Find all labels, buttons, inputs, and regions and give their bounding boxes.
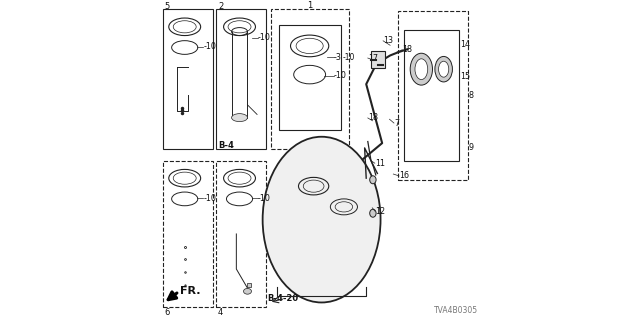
Bar xyxy=(216,9,266,149)
Text: 2: 2 xyxy=(218,2,223,11)
Text: 11: 11 xyxy=(375,159,385,168)
Ellipse shape xyxy=(370,176,376,184)
Ellipse shape xyxy=(435,56,452,82)
Ellipse shape xyxy=(410,53,433,85)
Ellipse shape xyxy=(232,114,248,122)
Text: -10: -10 xyxy=(203,42,216,52)
Text: 15: 15 xyxy=(461,72,470,81)
Ellipse shape xyxy=(370,209,376,217)
Text: -3: -3 xyxy=(333,52,341,61)
Text: -10: -10 xyxy=(342,52,355,61)
Text: 14: 14 xyxy=(461,40,470,49)
Ellipse shape xyxy=(438,61,449,77)
Bar xyxy=(398,11,468,180)
Bar xyxy=(163,161,212,307)
Bar xyxy=(371,51,385,68)
Text: TVA4B0305: TVA4B0305 xyxy=(434,306,477,315)
Text: 1: 1 xyxy=(307,1,312,10)
Ellipse shape xyxy=(415,59,428,80)
Text: 17: 17 xyxy=(368,53,378,62)
Text: 7: 7 xyxy=(394,118,399,128)
Ellipse shape xyxy=(262,137,381,302)
Ellipse shape xyxy=(243,288,252,294)
Text: B-4: B-4 xyxy=(218,141,234,150)
Text: 4: 4 xyxy=(218,308,223,317)
Text: 5: 5 xyxy=(164,2,170,11)
Text: 16: 16 xyxy=(399,172,409,180)
Text: -10: -10 xyxy=(203,194,216,203)
Text: 18: 18 xyxy=(402,45,412,54)
Text: 8: 8 xyxy=(469,91,474,100)
Bar xyxy=(271,9,349,149)
Text: -10: -10 xyxy=(258,194,271,203)
Bar xyxy=(278,25,340,130)
Bar xyxy=(403,30,460,161)
Text: 18: 18 xyxy=(368,114,378,123)
Bar xyxy=(163,9,212,149)
Text: 9: 9 xyxy=(469,143,474,152)
Text: -10: -10 xyxy=(333,71,346,80)
Text: 6: 6 xyxy=(164,308,170,317)
Text: FR.: FR. xyxy=(180,286,201,296)
Text: 13: 13 xyxy=(383,36,393,45)
Text: 12: 12 xyxy=(375,206,385,215)
Text: -10: -10 xyxy=(258,34,271,43)
Text: B-4-20: B-4-20 xyxy=(268,294,298,303)
Bar xyxy=(216,161,266,307)
